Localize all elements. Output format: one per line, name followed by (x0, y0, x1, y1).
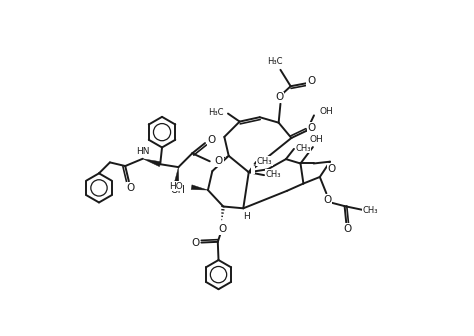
Text: O: O (215, 156, 223, 166)
Polygon shape (143, 159, 161, 167)
Text: OH: OH (310, 135, 323, 143)
Text: H₃C: H₃C (208, 108, 223, 117)
Text: CH₃: CH₃ (257, 157, 272, 166)
Text: O: O (307, 123, 316, 133)
Text: O: O (208, 135, 216, 145)
Text: H: H (244, 212, 250, 221)
Text: O: O (127, 183, 135, 193)
Text: O: O (218, 224, 226, 235)
Text: CH₃: CH₃ (265, 170, 281, 178)
Text: O: O (328, 164, 336, 174)
Text: O: O (275, 92, 284, 102)
Text: O: O (323, 195, 331, 205)
Text: O: O (307, 77, 315, 86)
Text: O: O (343, 224, 352, 234)
Text: HN: HN (136, 147, 149, 156)
Text: CH₃: CH₃ (363, 206, 378, 215)
Text: H₃C: H₃C (268, 57, 283, 66)
Text: O: O (191, 238, 200, 248)
Polygon shape (174, 167, 179, 183)
Text: OH: OH (171, 185, 186, 195)
Text: CH₃: CH₃ (295, 144, 310, 153)
Text: OH: OH (319, 107, 333, 116)
Text: ': ' (252, 164, 254, 173)
Polygon shape (191, 185, 208, 190)
Text: HO: HO (169, 182, 182, 191)
